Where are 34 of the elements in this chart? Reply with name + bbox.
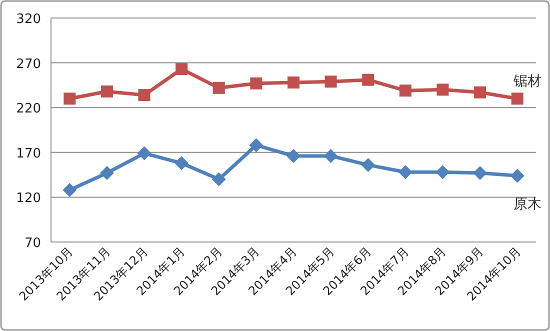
point	[510, 168, 524, 183]
point	[324, 76, 337, 88]
point	[436, 165, 450, 180]
point	[362, 74, 374, 86]
point	[286, 148, 300, 163]
point	[399, 84, 412, 97]
point	[436, 84, 449, 96]
point	[176, 63, 188, 76]
point	[100, 166, 114, 180]
y-tick-label: 170	[16, 146, 41, 162]
y-tick-label: 320	[16, 12, 41, 27]
point	[361, 158, 376, 172]
point	[473, 166, 488, 180]
point	[288, 76, 300, 89]
point	[100, 85, 113, 98]
series-label: 原木	[513, 196, 542, 213]
series-label: 锯材	[512, 74, 542, 90]
point	[212, 82, 225, 94]
point	[64, 92, 76, 105]
point	[249, 138, 264, 152]
y-tick-label: 70	[24, 236, 41, 251]
y-tick-label: 120	[16, 191, 41, 206]
y-tick-label: 220	[16, 102, 41, 117]
point	[138, 89, 150, 102]
y-tick-label: 270	[16, 56, 41, 72]
point	[212, 172, 226, 186]
point	[398, 165, 412, 180]
point	[62, 183, 77, 198]
point	[511, 92, 524, 105]
point	[137, 146, 152, 160]
point	[474, 86, 486, 98]
point	[174, 156, 189, 170]
point	[324, 148, 338, 163]
point	[250, 77, 262, 90]
